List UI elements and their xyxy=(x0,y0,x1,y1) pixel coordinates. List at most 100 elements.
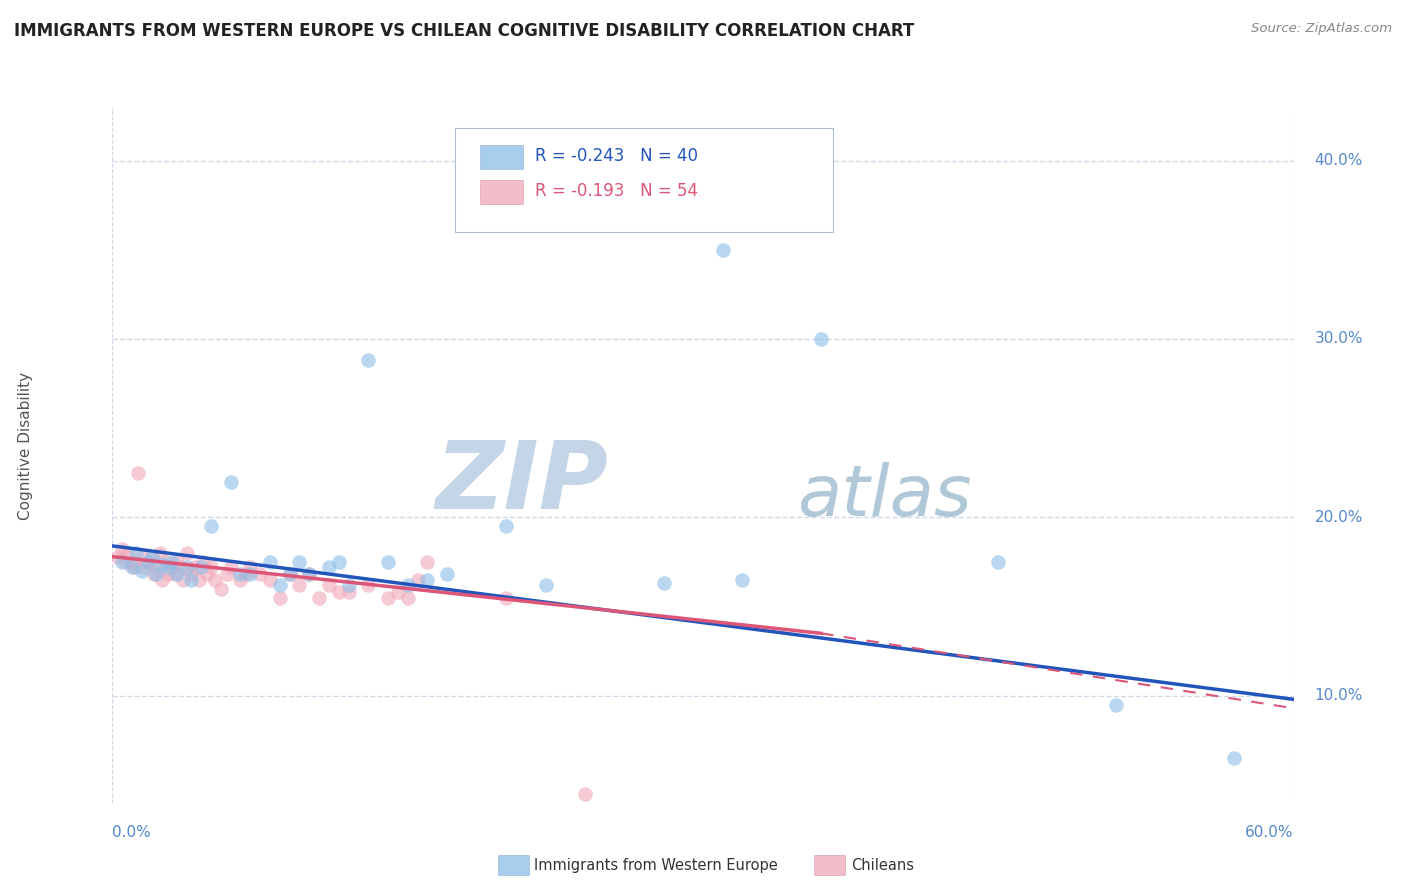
Point xyxy=(1105,698,1128,712)
Point xyxy=(200,560,222,574)
Point xyxy=(387,585,409,599)
Point xyxy=(121,555,143,569)
Point xyxy=(155,555,177,569)
Point xyxy=(156,560,179,574)
Text: R = -0.193   N = 54: R = -0.193 N = 54 xyxy=(536,182,699,200)
Text: Cognitive Disability: Cognitive Disability xyxy=(18,372,32,520)
Point xyxy=(180,567,202,582)
Point xyxy=(184,560,207,574)
Text: 10.0%: 10.0% xyxy=(1315,689,1362,703)
Point xyxy=(298,567,321,582)
Point xyxy=(111,555,134,569)
Point xyxy=(149,546,172,560)
Point xyxy=(191,555,214,569)
Point xyxy=(131,564,153,578)
Text: Source: ZipAtlas.com: Source: ZipAtlas.com xyxy=(1251,22,1392,36)
Point xyxy=(229,573,252,587)
Point xyxy=(436,567,458,582)
Point xyxy=(249,567,271,582)
Point xyxy=(188,573,211,587)
Point xyxy=(176,560,198,574)
Point xyxy=(142,567,165,582)
Point xyxy=(121,560,143,574)
Point xyxy=(288,555,311,569)
Point xyxy=(1223,751,1246,765)
Point xyxy=(166,567,188,582)
Point xyxy=(219,560,242,574)
Point xyxy=(987,555,1010,569)
Point xyxy=(204,573,226,587)
Text: Chileans: Chileans xyxy=(851,858,914,872)
Point xyxy=(235,567,257,582)
Text: 60.0%: 60.0% xyxy=(1246,825,1294,840)
Point xyxy=(160,555,183,569)
Text: IMMIGRANTS FROM WESTERN EUROPE VS CHILEAN COGNITIVE DISABILITY CORRELATION CHART: IMMIGRANTS FROM WESTERN EUROPE VS CHILEA… xyxy=(14,22,914,40)
Point xyxy=(328,585,350,599)
Point xyxy=(141,549,163,564)
Point xyxy=(377,555,399,569)
Text: 20.0%: 20.0% xyxy=(1315,510,1362,524)
Point xyxy=(195,567,218,582)
Text: atlas: atlas xyxy=(797,462,972,531)
Point xyxy=(200,519,222,533)
FancyBboxPatch shape xyxy=(479,180,523,203)
Point xyxy=(269,591,291,605)
Point xyxy=(308,591,330,605)
Point xyxy=(298,567,321,582)
Point xyxy=(219,475,242,489)
Point xyxy=(239,567,262,582)
Point xyxy=(160,560,183,574)
Point xyxy=(150,573,173,587)
Point xyxy=(357,353,380,368)
Text: 40.0%: 40.0% xyxy=(1315,153,1362,168)
Point xyxy=(170,560,193,574)
Point xyxy=(288,578,311,592)
FancyBboxPatch shape xyxy=(456,128,832,232)
Point xyxy=(259,555,281,569)
Point xyxy=(145,560,167,574)
Point xyxy=(377,591,399,605)
Point xyxy=(115,555,138,569)
Point xyxy=(125,546,148,560)
Point xyxy=(239,560,262,574)
Point xyxy=(495,591,517,605)
Point xyxy=(165,567,187,582)
Point xyxy=(141,549,163,564)
Point xyxy=(731,573,754,587)
Text: Immigrants from Western Europe: Immigrants from Western Europe xyxy=(534,858,778,872)
Point xyxy=(172,573,194,587)
Point xyxy=(416,555,439,569)
Point xyxy=(534,578,557,592)
Point xyxy=(131,549,153,564)
Point xyxy=(176,546,198,560)
Point xyxy=(495,519,517,533)
Text: ZIP: ZIP xyxy=(436,437,609,529)
Point xyxy=(136,555,159,569)
Point xyxy=(122,560,145,574)
FancyBboxPatch shape xyxy=(479,145,523,169)
Text: R = -0.243   N = 40: R = -0.243 N = 40 xyxy=(536,147,699,165)
Point xyxy=(229,567,252,582)
Point xyxy=(166,555,188,569)
Point xyxy=(396,591,419,605)
Point xyxy=(337,578,360,592)
Point xyxy=(150,557,173,571)
Text: 0.0%: 0.0% xyxy=(112,825,152,840)
Point xyxy=(190,560,212,574)
Point xyxy=(810,332,832,346)
Point xyxy=(416,573,439,587)
Point xyxy=(209,582,232,596)
Point xyxy=(278,567,301,582)
Point xyxy=(269,578,291,592)
Point xyxy=(318,578,340,592)
Point xyxy=(180,573,202,587)
Point xyxy=(259,573,281,587)
Point xyxy=(318,560,340,574)
Point xyxy=(111,542,134,557)
Point xyxy=(711,243,734,257)
Point xyxy=(357,578,380,592)
Point xyxy=(107,549,129,564)
Point xyxy=(117,546,139,560)
Text: 30.0%: 30.0% xyxy=(1315,332,1362,346)
Point xyxy=(652,576,675,591)
